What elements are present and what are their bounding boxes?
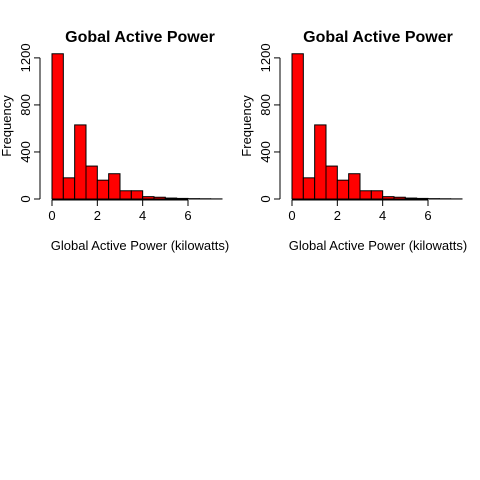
histogram-bar xyxy=(336,179,350,200)
x-tick-label: 0 xyxy=(48,208,55,223)
x-tick-label: 0 xyxy=(288,208,295,223)
x-tick-label: 2 xyxy=(94,208,101,223)
histogram-bar xyxy=(119,190,132,200)
x-tick-label: 4 xyxy=(139,208,146,223)
histogram-bar xyxy=(62,177,76,200)
chart-title: Gobal Active Power xyxy=(303,29,453,46)
histogram-bar xyxy=(176,197,189,200)
y-tick-label: 0 xyxy=(18,195,33,202)
y-tick-label: 1200 xyxy=(258,43,273,72)
y-axis-label: Frequency xyxy=(239,95,254,157)
histogram-bar xyxy=(108,173,121,200)
histogram-bar xyxy=(130,190,144,200)
histogram-bar xyxy=(96,179,110,200)
histogram-bar xyxy=(325,165,338,200)
histogram-bar xyxy=(404,197,418,200)
x-tick-label: 6 xyxy=(184,208,191,223)
y-tick-label: 1200 xyxy=(18,43,33,72)
histogram-bar xyxy=(164,197,178,200)
histogram-bar xyxy=(142,196,155,200)
histogram-panel-left: Gobal Active Power Global Active Power (… xyxy=(0,29,229,253)
histogram-bar xyxy=(382,196,395,200)
chart-title: Gobal Active Power xyxy=(65,29,215,46)
y-tick-label: 400 xyxy=(18,141,33,163)
x-tick-label: 4 xyxy=(379,208,386,223)
histogram-bar xyxy=(393,196,406,200)
histogram-bar xyxy=(85,165,98,200)
histogram-bar xyxy=(153,196,166,200)
y-tick-label: 800 xyxy=(18,94,33,116)
x-axis-label: Global Active Power (kilowatts) xyxy=(289,238,467,253)
histogram-bar xyxy=(51,53,64,200)
x-tick-label: 6 xyxy=(424,208,431,223)
histogram-bar xyxy=(302,177,316,200)
histogram-panel-right: Gobal Active Power Global Active Power (… xyxy=(239,29,467,253)
y-tick-label: 0 xyxy=(258,195,273,202)
histogram-bar xyxy=(416,197,429,200)
histogram-bar xyxy=(74,124,87,200)
histogram-bar xyxy=(370,190,384,200)
histogram-bar xyxy=(359,190,372,200)
histogram-bar xyxy=(314,124,327,200)
y-axis-label: Frequency xyxy=(0,95,14,157)
histogram-bar xyxy=(348,173,361,200)
y-tick-label: 400 xyxy=(258,141,273,163)
x-axis-label: Global Active Power (kilowatts) xyxy=(51,238,229,253)
histogram-bar xyxy=(291,53,304,200)
x-tick-label: 2 xyxy=(334,208,341,223)
y-tick-label: 800 xyxy=(258,94,273,116)
